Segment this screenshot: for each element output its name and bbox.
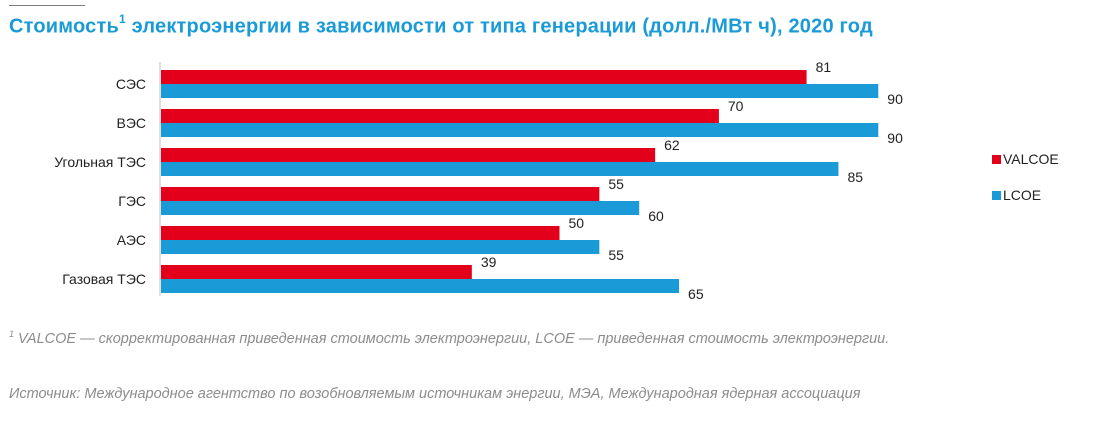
title-footnote-mark: 1 [118,12,126,26]
data-label-valcoe: 62 [664,137,680,153]
data-label-valcoe: 81 [816,60,832,75]
category-label: АЭС [117,232,146,248]
bar-valcoe [161,70,807,84]
title-text: Стоимость [9,15,119,38]
data-label-lcoe: 65 [688,286,704,302]
data-label-valcoe: 39 [481,254,497,270]
data-label-lcoe: 90 [887,91,903,107]
legend-label-lcoe: LCOE [1003,187,1041,203]
bar-lcoe [161,279,680,293]
title-rule [9,5,85,6]
bar-lcoe [161,84,879,98]
data-label-valcoe: 70 [728,98,744,114]
category-label: Газовая ТЭС [62,271,146,287]
category-label: Угольная ТЭС [54,154,146,170]
data-label-lcoe: 85 [847,169,863,185]
legend-label-valcoe: VALCOE [1003,151,1059,167]
footnote-mark: 1 [9,329,15,339]
legend-swatch-valcoe [992,155,1001,164]
bar-chart: СЭС 81 90 ВЭС 70 90 Угольная ТЭС 62 85 ГЭС 55 60 АЭС… [54,60,1059,302]
footnote-text: VALCOE — скорректированная приведенная с… [14,330,890,347]
data-label-valcoe: 55 [608,176,624,192]
bar-valcoe [161,148,656,162]
data-label-lcoe: 55 [608,247,624,263]
data-label-lcoe: 90 [887,130,903,146]
bar-lcoe [161,240,600,254]
bar-valcoe [161,265,472,279]
bar-lcoe [161,201,640,215]
category-label: СЭС [116,76,146,92]
bar-valcoe [161,187,600,201]
source-note: Источник: Международное агентство по воз… [9,386,861,402]
title-rest: электроэнергии в зависимости от типа ген… [125,15,873,38]
bar-valcoe [161,109,719,123]
category-label: ВЭС [116,115,146,131]
legend-swatch-lcoe [992,191,1001,200]
bar-valcoe [161,226,560,240]
bar-lcoe [161,123,879,137]
chart-title: Стоимость1 электроэнергии в зависимости … [9,12,873,39]
footnote: 1 VALCOE — скорректированная приведенная… [9,324,1105,349]
category-label: ГЭС [118,193,146,209]
data-label-lcoe: 60 [648,208,664,224]
bar-lcoe [161,162,839,176]
data-label-valcoe: 50 [569,215,585,231]
